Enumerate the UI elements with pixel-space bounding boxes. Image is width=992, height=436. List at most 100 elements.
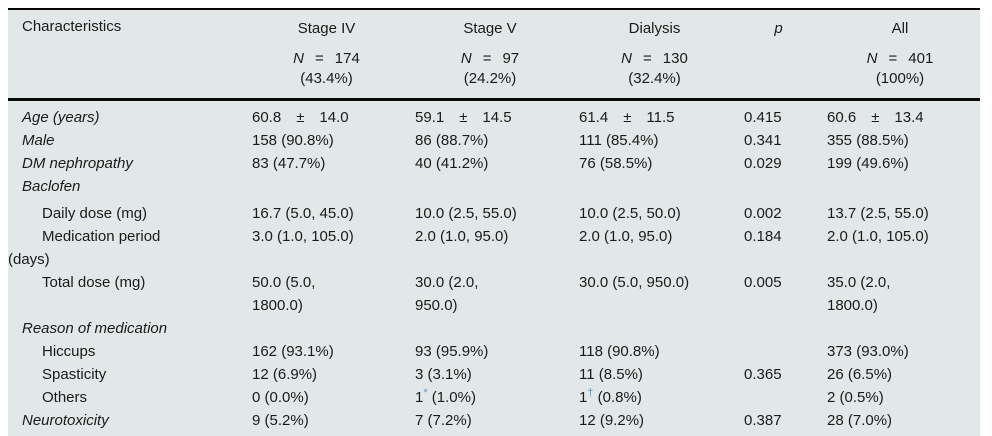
row-label: Hiccups [42, 343, 96, 360]
value-cell: 3 (3.1%) [415, 366, 472, 383]
value-cell: 26 (6.5%) [827, 366, 893, 383]
value-cell: 59.1 ± 14.5 [415, 109, 512, 126]
value-text: (0.8%) [593, 389, 642, 406]
group-percent: (24.2%) [463, 70, 517, 87]
value-cell: 40 (41.2%) [415, 155, 489, 172]
value-cell: 0.415 [744, 109, 782, 126]
value-cell: 158 (90.8%) [252, 132, 334, 149]
value-cell: 30.0 (2.0, 950.0) [415, 274, 479, 314]
row-label: Age (years) [22, 109, 100, 126]
value-cell: 16.7 (5.0, 45.0) [252, 205, 354, 222]
row-label: Male [22, 132, 55, 149]
table-row: Medication period (days) 3.0 (1.0, 105.0)… [8, 225, 980, 271]
value-cell: 0.002 [744, 205, 782, 222]
group-n: N = 130 [621, 50, 688, 67]
value-cell [408, 317, 572, 340]
row-label: Reason of medication [22, 320, 168, 337]
value-cell: 35.0 (2.0, 1800.0) [827, 274, 891, 314]
table-row: Daily dose (mg) 16.7 (5.0, 45.0) 10.0 (2.5… [8, 198, 980, 225]
value-cell: 199 (49.6%) [827, 155, 909, 172]
value-cell [408, 175, 572, 198]
value-cell [245, 317, 408, 340]
value-cell: 373 (93.0%) [827, 343, 909, 360]
group-label: Dialysis [628, 20, 681, 37]
value-cell: 0 (0.0%) [252, 389, 309, 406]
row-label: Neurotoxicity [22, 412, 109, 429]
group-percent: (100%) [875, 70, 925, 87]
group-percent: (43.4%) [300, 70, 353, 87]
table-row: Neurotoxicity 9 (5.2%) 7 (7.2%) 12 (9.2%) 0.… [8, 409, 980, 436]
value-text: (1.0%) [427, 389, 476, 406]
value-cell: 1* (1.0%) [408, 386, 572, 409]
value-cell: 11 (8.5%) [579, 366, 643, 383]
footnote-marker: † [587, 387, 594, 399]
value-cell [737, 340, 820, 363]
column-header-stage-iv: Stage IV N = 174 (43.4%) [245, 10, 408, 101]
value-cell: 0.005 [744, 274, 782, 291]
table-row: Spasticity 12 (6.9%) 3 (3.1%) 11 (8.5%) 0.36… [8, 363, 980, 386]
value-cell: 2.0 (1.0, 95.0) [415, 228, 509, 245]
characteristics-table: Characteristics Stage IV N = 174 (43.4%) S… [8, 8, 980, 436]
value-cell [737, 175, 820, 198]
group-n: N = 97 [460, 50, 520, 67]
row-label: Others [42, 389, 88, 406]
row-label: Total dose (mg) [42, 274, 146, 291]
group-label: Stage IV [297, 20, 356, 37]
column-header-stage-v: Stage V N = 97 (24.2%) [408, 10, 572, 101]
value-cell: 111 (85.4%) [579, 132, 659, 149]
value-cell: 0.029 [744, 155, 782, 172]
group-n: N = 401 [866, 50, 934, 67]
value-cell [820, 175, 980, 198]
value-cell: 12 (9.2%) [579, 412, 645, 429]
p-label: p [774, 20, 783, 37]
column-header-all: All N = 401 (100%) [820, 10, 980, 101]
value-cell: 3.0 (1.0, 105.0) [252, 228, 354, 245]
value-cell: 61.4 ± 11.5 [579, 109, 675, 126]
value-cell: 10.0 (2.5, 50.0) [579, 205, 681, 222]
table-row: Baclofen [8, 175, 980, 198]
group-label: Stage V [463, 20, 517, 37]
value-cell: 9 (5.2%) [252, 412, 309, 429]
group-percent: (32.4%) [628, 70, 681, 87]
value-cell: 1† (0.8%) [572, 386, 737, 409]
value-cell: 2 (0.5%) [827, 389, 884, 406]
value-cell: 2.0 (1.0, 95.0) [579, 228, 673, 245]
value-cell [820, 317, 980, 340]
value-cell: 76 (58.5%) [579, 155, 653, 172]
header-row: Characteristics Stage IV N = 174 (43.4%) S… [8, 10, 980, 101]
group-label: All [891, 20, 909, 37]
value-cell: 60.8 ± 14.0 [252, 109, 349, 126]
value-cell: 0.184 [744, 228, 782, 245]
value-cell [572, 317, 737, 340]
table-row: Hiccups 162 (93.1%) 93 (95.9%) 118 (90.8%) 3… [8, 340, 980, 363]
value-text: 1 [579, 389, 588, 406]
value-cell: 93 (95.9%) [415, 343, 489, 360]
column-header-characteristics: Characteristics [8, 10, 245, 101]
value-cell: 118 (90.8%) [579, 343, 660, 360]
table-header: Characteristics Stage IV N = 174 (43.4%) S… [8, 10, 980, 101]
row-label: Baclofen [22, 178, 81, 195]
row-label: Medication period (days) [8, 228, 161, 268]
value-cell: 28 (7.0%) [827, 412, 893, 429]
value-cell: 355 (88.5%) [827, 132, 909, 149]
value-cell: 12 (6.9%) [252, 366, 318, 383]
value-cell: 86 (88.7%) [415, 132, 489, 149]
value-cell: 60.6 ± 13.4 [827, 109, 924, 126]
value-cell: 0.341 [744, 132, 782, 149]
row-label: Spasticity [42, 366, 107, 383]
value-text: 1 [415, 389, 424, 406]
table-row: Age (years) 60.8 ± 14.0 59.1 ± 14.5 61.4 ± … [8, 100, 980, 130]
value-cell: 2.0 (1.0, 105.0) [827, 228, 929, 245]
value-cell: 162 (93.1%) [252, 343, 334, 360]
column-header-p-value: p [737, 10, 820, 101]
value-cell: 83 (47.7%) [252, 155, 326, 172]
group-n: N = 174 [293, 50, 360, 67]
table-row: Reason of medication [8, 317, 980, 340]
value-cell [737, 386, 820, 409]
footnote-marker: * [423, 387, 428, 399]
value-cell: 0.365 [744, 366, 782, 383]
column-header-dialysis: Dialysis N = 130 (32.4%) [572, 10, 737, 101]
table-row: DM nephropathy 83 (47.7%) 40 (41.2%) 76 (58… [8, 152, 980, 175]
table-row: Male 158 (90.8%) 86 (88.7%) 111 (85.4%) 0.34… [8, 129, 980, 152]
